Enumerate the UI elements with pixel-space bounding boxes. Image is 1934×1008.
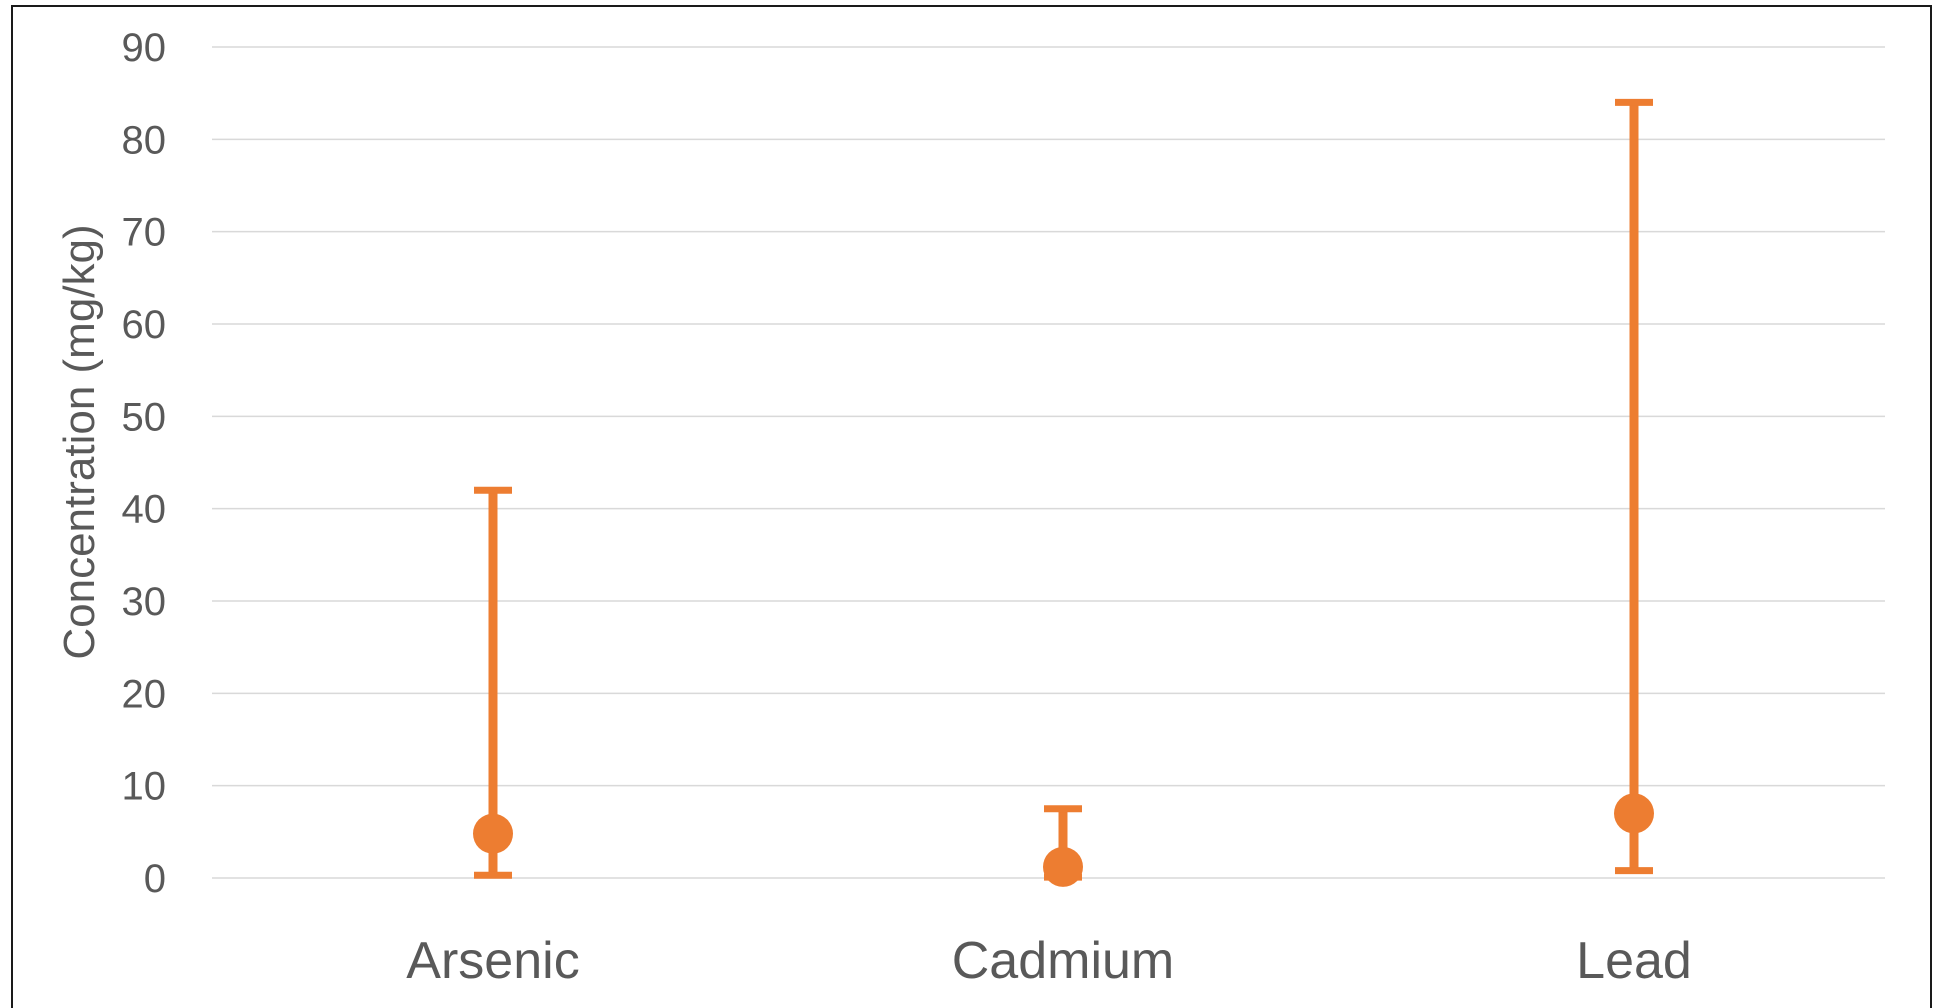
y-tick-label-30: 30 xyxy=(122,580,167,624)
y-tick-label-40: 40 xyxy=(122,488,167,532)
x-axis-category-labels: Arsenic Cadmium Lead xyxy=(406,932,1692,990)
y-axis-tick-labels: 0 10 20 30 40 50 60 70 80 90 xyxy=(122,26,167,901)
chart-frame xyxy=(11,5,1932,1008)
y-tick-label-60: 60 xyxy=(122,303,167,347)
y-tick-label-50: 50 xyxy=(122,395,167,439)
error-bars xyxy=(474,98,1653,881)
y-tick-label-70: 70 xyxy=(122,211,167,255)
data-point-cadmium xyxy=(1043,846,1083,887)
x-category-label-arsenic: Arsenic xyxy=(406,932,579,990)
x-category-label-lead: Lead xyxy=(1576,932,1692,990)
y-tick-label-20: 20 xyxy=(122,672,167,716)
x-category-label-cadmium: Cadmium xyxy=(952,932,1175,990)
data-point-lead xyxy=(1614,793,1654,834)
y-tick-label-0: 0 xyxy=(144,857,166,901)
data-points xyxy=(473,793,1654,887)
data-point-arsenic xyxy=(473,813,513,854)
y-tick-label-10: 10 xyxy=(122,765,167,809)
y-axis-title: Concentration (mg/kg) xyxy=(55,224,104,659)
y-tick-label-90: 90 xyxy=(122,26,167,70)
y-tick-label-80: 80 xyxy=(122,118,167,162)
